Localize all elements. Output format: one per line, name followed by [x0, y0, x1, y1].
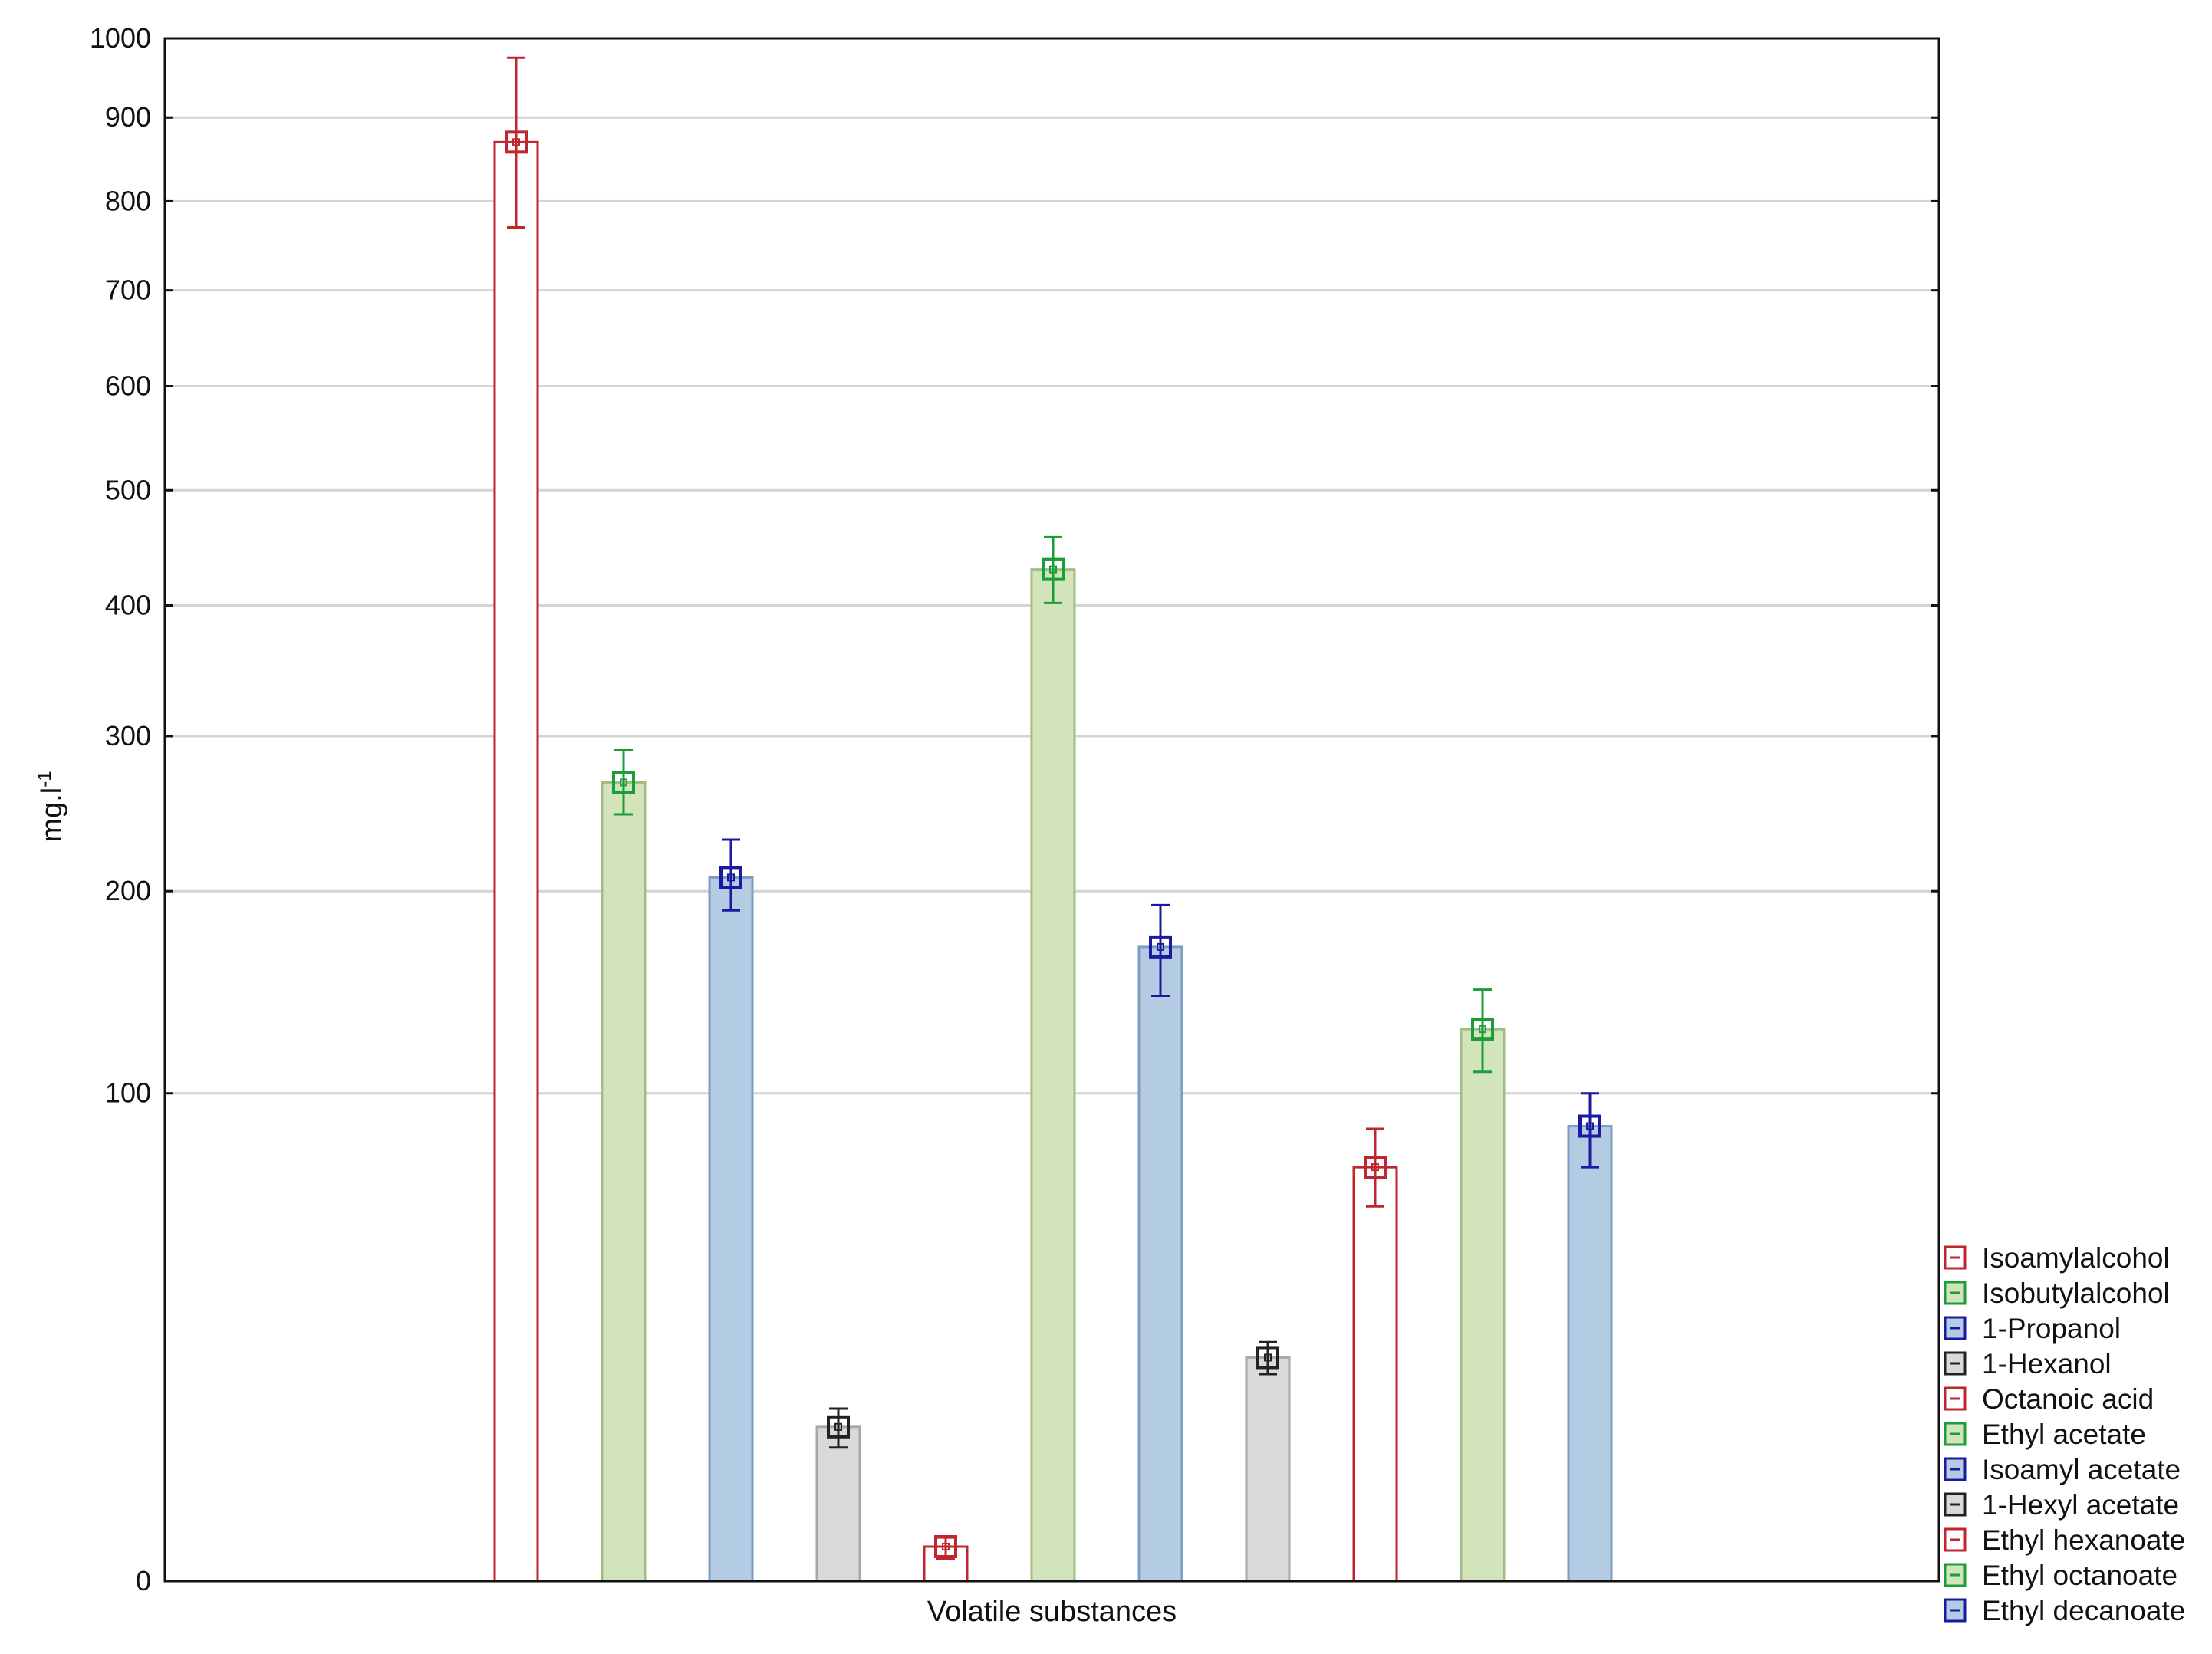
bar-group	[1137, 903, 1183, 1583]
legend-swatch	[1944, 1351, 1967, 1376]
bar	[1352, 1166, 1398, 1583]
mean-marker	[1364, 1156, 1387, 1179]
mean-marker	[1149, 935, 1172, 959]
mean-marker	[612, 771, 635, 794]
mean-marker-dot	[1479, 1025, 1486, 1034]
x-axis-label: Volatile substances	[927, 1596, 1177, 1628]
bar-group	[1352, 1127, 1398, 1583]
mean-marker-dot	[1586, 1122, 1594, 1130]
bar-group	[815, 1407, 861, 1583]
plot-frame	[163, 37, 1940, 1583]
y-tick-labels: 0 100 200 300 400 500 600 700 800 900 1000	[90, 22, 1939, 1596]
legend-label: Ethyl decanoate	[1982, 1595, 2185, 1626]
legend-label: 1-Hexyl acetate	[1982, 1489, 2179, 1521]
mean-marker-dot	[512, 138, 520, 146]
bar	[708, 876, 754, 1583]
legend-label: Isobutylalcohol	[1982, 1277, 2170, 1309]
y-tick-label: 700	[105, 275, 151, 306]
legend-item: Isobutylalcohol	[1944, 1277, 2170, 1309]
legend-swatch	[1944, 1316, 1967, 1340]
y-tick-label: 300	[105, 720, 151, 751]
mean-marker-dot	[1371, 1163, 1379, 1172]
bar-group	[1245, 1340, 1291, 1583]
legend-label: Isoamylalcohol	[1982, 1242, 2170, 1274]
bar	[815, 1425, 861, 1583]
legend-item: Isoamyl acetate	[1944, 1454, 2181, 1485]
legend-item: 1-Propanol	[1944, 1313, 2121, 1344]
bar-group	[493, 56, 539, 1583]
mean-marker-dot	[1049, 565, 1057, 574]
legend-item: 1-Hexyl acetate	[1944, 1489, 2179, 1521]
legend-label: 1-Propanol	[1982, 1313, 2121, 1344]
bar-group	[708, 838, 754, 1583]
legend-swatch	[1944, 1422, 1967, 1446]
bar	[1567, 1125, 1613, 1583]
mean-marker	[1471, 1018, 1494, 1041]
mean-marker-dot	[942, 1543, 950, 1551]
legend-item: Isoamylalcohol	[1944, 1242, 2170, 1274]
mean-marker	[1256, 1346, 1279, 1370]
bar	[601, 781, 647, 1583]
bar-group	[1030, 535, 1076, 1583]
legend-item: Ethyl decanoate	[1944, 1595, 2185, 1626]
y-tick-label: 100	[105, 1077, 151, 1109]
mean-marker	[934, 1535, 957, 1559]
legend-label: Isoamyl acetate	[1982, 1454, 2181, 1485]
bar	[1460, 1028, 1506, 1583]
y-tick-label: 400	[105, 589, 151, 620]
legend-item: Ethyl hexanoate	[1944, 1524, 2185, 1556]
y-axis-label: mg.l-1	[35, 771, 68, 842]
bars	[493, 56, 1613, 1583]
mean-marker-dot	[727, 873, 735, 882]
mean-marker-dot	[1264, 1353, 1272, 1362]
bar-group	[1567, 1092, 1613, 1583]
bar-group	[601, 749, 647, 1583]
mean-marker	[505, 130, 528, 154]
legend-label: Ethyl octanoate	[1982, 1560, 2177, 1591]
y-tick-label: 200	[105, 875, 151, 906]
legend-item: Ethyl acetate	[1944, 1419, 2146, 1450]
bar-group	[1460, 988, 1506, 1583]
legend-label: Ethyl acetate	[1982, 1419, 2146, 1450]
bar	[1030, 568, 1076, 1583]
y-tick-label: 1000	[90, 22, 151, 54]
gridlines	[165, 116, 1939, 1095]
legend-label: Octanoic acid	[1982, 1383, 2154, 1415]
bar	[1137, 945, 1183, 1583]
mean-marker	[1578, 1114, 1601, 1138]
legend-item: Ethyl octanoate	[1944, 1560, 2177, 1591]
bar-group	[923, 1535, 969, 1583]
y-tick-label: 500	[105, 474, 151, 505]
legend-label: Ethyl hexanoate	[1982, 1524, 2185, 1556]
bar	[493, 140, 539, 1583]
mean-marker-dot	[620, 778, 627, 787]
mean-marker	[827, 1415, 850, 1439]
legend-item: Octanoic acid	[1944, 1383, 2154, 1415]
y-tick-label: 800	[105, 185, 151, 216]
legend-label: 1-Hexanol	[1982, 1348, 2112, 1379]
legend-item: 1-Hexanol	[1944, 1348, 2112, 1379]
bar	[1245, 1356, 1291, 1583]
mean-marker-dot	[1157, 942, 1164, 951]
mean-marker-dot	[834, 1422, 842, 1431]
mean-marker	[1042, 557, 1065, 581]
mean-marker	[719, 866, 742, 889]
y-tick-label: 900	[105, 101, 151, 133]
y-tick-label: 0	[136, 1565, 151, 1596]
y-tick-label: 600	[105, 370, 151, 402]
